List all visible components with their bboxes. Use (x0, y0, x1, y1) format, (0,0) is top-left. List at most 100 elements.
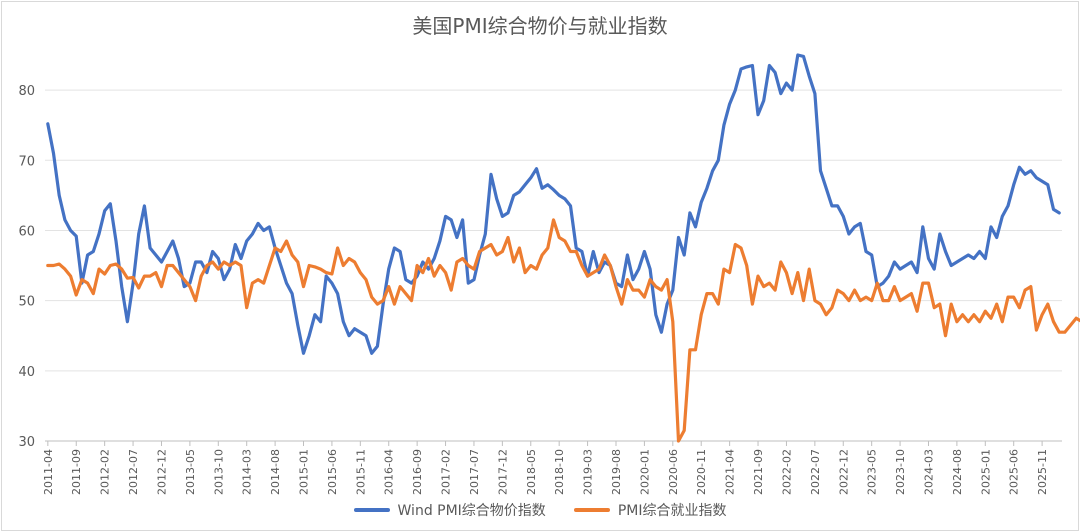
data-point (376, 345, 379, 348)
gridlines (45, 89, 1062, 442)
data-point (52, 264, 55, 267)
data-point (348, 257, 350, 260)
data-point (336, 292, 339, 295)
series-lines (46, 53, 1080, 443)
data-point (626, 254, 629, 256)
data-point (859, 299, 862, 302)
x-tick-label: 2011-09 (70, 449, 83, 495)
data-point (268, 264, 271, 267)
data-point (643, 250, 646, 253)
x-tick-label: 2025-01 (979, 449, 992, 495)
data-point (711, 292, 714, 295)
data-point (155, 271, 157, 274)
data-point (1058, 331, 1060, 334)
y-tick-label: 40 (18, 365, 35, 380)
data-point (853, 289, 856, 291)
data-point (672, 320, 674, 323)
data-point (660, 331, 663, 334)
series-0 (46, 53, 1061, 355)
data-point (1064, 331, 1066, 334)
data-point (478, 250, 481, 253)
data-point (183, 285, 185, 288)
data-point (518, 247, 521, 249)
x-tick-label: 2020-01 (638, 449, 651, 495)
data-point (916, 271, 918, 274)
data-point (916, 310, 918, 313)
data-point (274, 247, 276, 249)
data-point (257, 222, 259, 225)
data-point (609, 264, 612, 267)
data-point (291, 292, 293, 295)
data-point (637, 268, 640, 270)
data-point (797, 54, 799, 56)
data-point (831, 306, 833, 309)
data-point (530, 264, 532, 267)
x-tick-label: 2022-02 (780, 449, 793, 495)
data-point (1052, 208, 1055, 211)
data-point (848, 233, 850, 235)
data-point (64, 268, 66, 270)
data-point (1024, 173, 1026, 176)
data-point (1007, 205, 1009, 207)
data-point (365, 278, 367, 281)
series-line (46, 218, 1080, 443)
data-point (501, 250, 504, 253)
data-point (120, 268, 123, 270)
data-point (706, 187, 708, 190)
data-point (723, 268, 725, 270)
data-point (308, 334, 311, 337)
data-point (365, 334, 367, 337)
data-point (677, 440, 680, 442)
data-point (86, 282, 89, 284)
x-tick-label: 2014-08 (269, 449, 282, 495)
data-point (734, 89, 737, 91)
x-tick-label: 2013-05 (184, 449, 197, 495)
x-tick-label: 2011-04 (42, 449, 55, 495)
data-point (893, 285, 896, 288)
data-point (899, 299, 901, 302)
data-point (944, 250, 947, 253)
data-point (501, 215, 504, 218)
data-point (814, 92, 816, 95)
data-point (444, 271, 447, 274)
data-point (353, 327, 356, 330)
data-point (967, 254, 970, 256)
data-point (853, 226, 856, 228)
data-point (240, 264, 242, 267)
data-point (870, 299, 873, 302)
data-point (870, 254, 873, 256)
data-point (132, 282, 134, 284)
data-point (655, 313, 657, 316)
data-point (922, 226, 924, 228)
data-point (1052, 320, 1055, 323)
data-point (206, 271, 208, 274)
data-point (728, 103, 731, 105)
data-point (268, 226, 271, 228)
data-point (473, 278, 475, 281)
data-point (700, 201, 702, 204)
data-point (75, 294, 77, 296)
data-point (64, 219, 66, 221)
data-point (1001, 320, 1004, 323)
data-point (910, 292, 913, 295)
data-point (370, 352, 373, 355)
data-point (944, 334, 947, 337)
data-point (1007, 296, 1009, 298)
data-point (234, 243, 237, 246)
data-point (882, 299, 884, 302)
legend: Wind PMI综合物价指数 PMI综合就业指数 (0, 500, 1080, 520)
data-point (1075, 317, 1077, 320)
data-point (69, 229, 72, 232)
data-point (137, 287, 140, 289)
x-tick-label: 2024-03 (922, 449, 935, 495)
data-point (200, 275, 202, 277)
data-point (876, 282, 879, 284)
data-point (370, 296, 373, 298)
data-point (291, 254, 293, 256)
data-point (297, 324, 299, 327)
data-point (1035, 177, 1038, 179)
data-point (240, 257, 242, 260)
data-point (285, 282, 288, 284)
data-point (1024, 289, 1026, 291)
data-point (961, 257, 964, 260)
